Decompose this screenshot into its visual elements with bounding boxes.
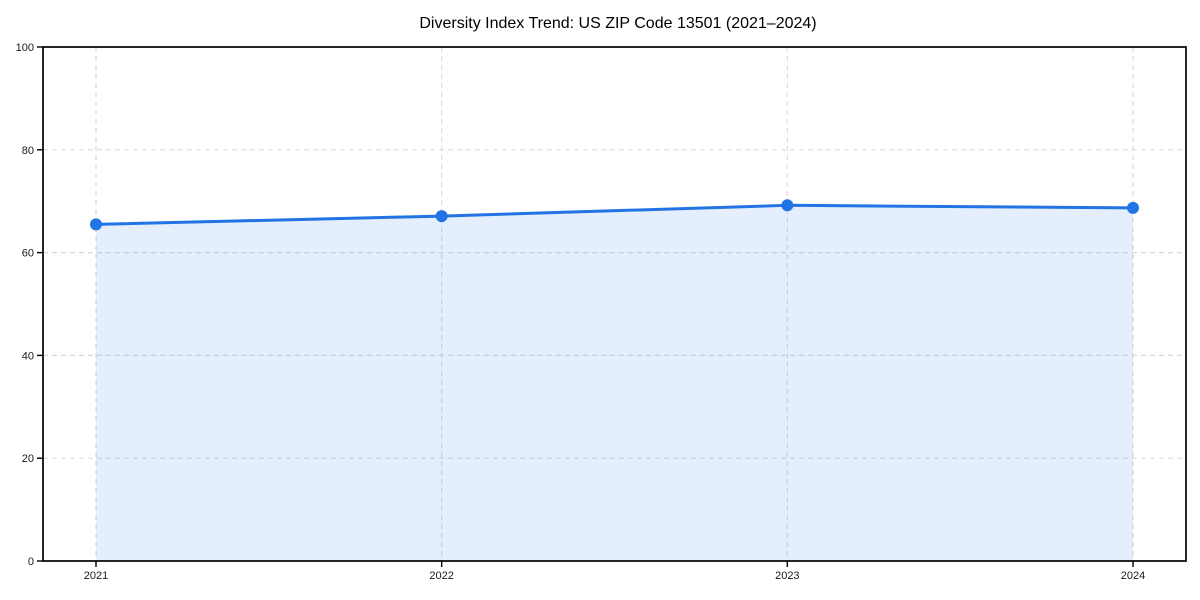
- area-fill: [96, 205, 1133, 561]
- y-tick-label-40: 40: [22, 350, 34, 362]
- axis-frame: [42, 46, 1187, 562]
- y-tick-label-0: 0: [28, 556, 34, 568]
- y-tick-label-100: 100: [16, 42, 34, 54]
- y-tick-label-60: 60: [22, 248, 34, 260]
- data-point-2024: [1127, 201, 1139, 214]
- x-tick-label-2023: 2023: [775, 570, 799, 582]
- data-point-2022: [435, 210, 448, 223]
- data-point-2023: [781, 199, 794, 212]
- x-tick-label-2021: 2021: [84, 570, 108, 582]
- data-point-2021: [90, 218, 102, 231]
- chart-title: Diversity Index Trend: US ZIP Code 13501…: [419, 15, 816, 32]
- y-tick-label-80: 80: [22, 145, 34, 157]
- trend-line: [94, 203, 1135, 226]
- x-tick-label-2024: 2024: [1121, 570, 1145, 582]
- x-tick-label-2022: 2022: [429, 570, 453, 582]
- y-tick-label-20: 20: [22, 453, 34, 465]
